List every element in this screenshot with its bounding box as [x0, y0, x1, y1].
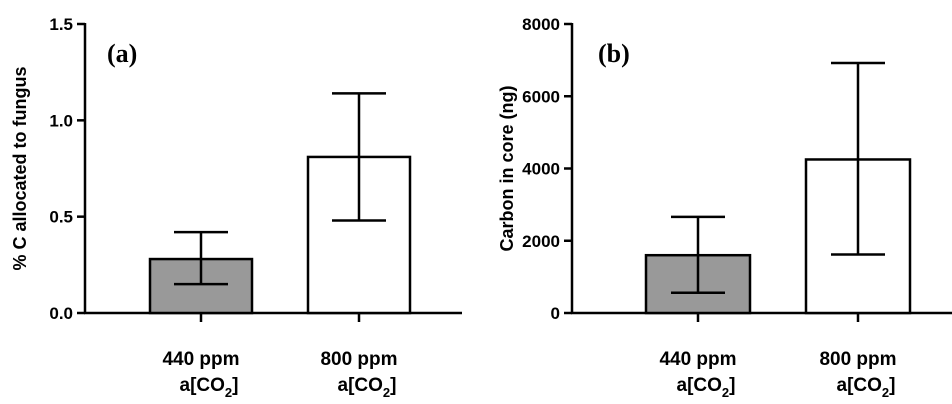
x-tick-label: 800 ppm — [819, 349, 896, 370]
y-axis-label: % C allocated to fungus — [10, 66, 30, 270]
x-tick-label-sub: a[CO2] — [837, 375, 896, 400]
y-tick-label: 2000 — [522, 232, 560, 251]
panel-b: 0 2000 4000 6000 8000 Carbon in core (ng) (b) 4… — [497, 15, 952, 400]
y-axis-label: Carbon in core (ng) — [497, 85, 517, 251]
panel-label: (b) — [598, 39, 630, 68]
x-tick-label: 440 ppm — [659, 349, 736, 370]
x-tick-label-sub: a[CO2] — [180, 375, 239, 400]
y-tick-label: 8000 — [522, 15, 560, 34]
y-tick-label: 6000 — [522, 87, 560, 106]
panel-a: 0.0 0.5 1.0 1.5 % C allocated to fungus (a) 44… — [10, 15, 462, 400]
y-tick-label: 4000 — [522, 160, 560, 179]
y-tick-label: 0.0 — [49, 304, 73, 323]
x-tick-label-sub: a[CO2] — [677, 375, 736, 400]
panel-label: (a) — [107, 39, 137, 68]
y-tick-label: 0.5 — [49, 208, 73, 227]
y-tick-label: 0 — [551, 304, 560, 323]
x-tick-label: 800 ppm — [320, 349, 397, 370]
y-tick-label: 1.5 — [49, 15, 73, 34]
x-tick-label-sub: a[CO2] — [338, 375, 397, 400]
x-tick-label: 440 ppm — [162, 349, 239, 370]
y-tick-label: 1.0 — [49, 111, 73, 130]
